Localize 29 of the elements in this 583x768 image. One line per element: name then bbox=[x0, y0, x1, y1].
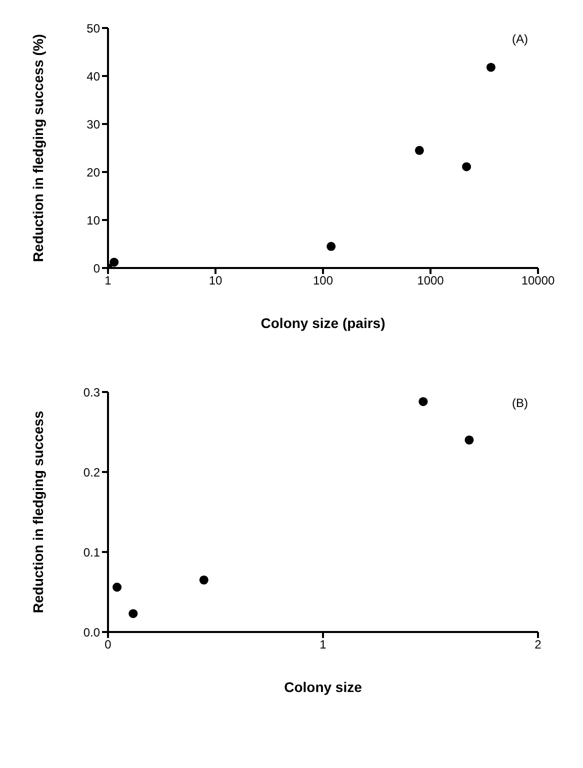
y-axis-title: Reduction in fledging success bbox=[30, 410, 46, 614]
y-tick-label: 10 bbox=[86, 213, 100, 228]
x-tick-label: 10000 bbox=[521, 274, 556, 288]
x-tick-label: 1 bbox=[104, 274, 112, 288]
x-tick-label: 2 bbox=[534, 638, 542, 652]
y-axis-title: Reduction in fledging success (%) bbox=[30, 34, 46, 262]
y-tick-label: 50 bbox=[86, 21, 100, 36]
y-tick-label: 0.0 bbox=[83, 625, 100, 640]
annotation: (B) bbox=[512, 396, 528, 410]
x-tick-label: 1000 bbox=[417, 274, 444, 288]
annotation: (A) bbox=[512, 32, 528, 46]
x-tick-label: 0 bbox=[104, 638, 112, 652]
point bbox=[199, 575, 208, 585]
point bbox=[128, 609, 138, 618]
y-tick-label: 0.3 bbox=[83, 385, 100, 400]
y-tick-label: 20 bbox=[86, 165, 100, 180]
x-axis-title: Colony size bbox=[284, 679, 362, 695]
y-tick-label: 30 bbox=[86, 117, 100, 132]
point bbox=[464, 435, 474, 445]
point bbox=[418, 397, 428, 406]
x-tick-label: 100 bbox=[312, 274, 334, 288]
y-tick-label: 0.1 bbox=[83, 545, 100, 560]
point bbox=[112, 582, 122, 592]
y-tick-label: 0 bbox=[93, 261, 100, 276]
x-tick-label: 10 bbox=[208, 274, 222, 288]
y-tick-label: 0.2 bbox=[83, 465, 100, 480]
y-tick-label: 40 bbox=[86, 69, 100, 84]
x-tick-label: 1 bbox=[320, 638, 327, 652]
x-axis-title: Colony size (pairs) bbox=[260, 315, 386, 331]
